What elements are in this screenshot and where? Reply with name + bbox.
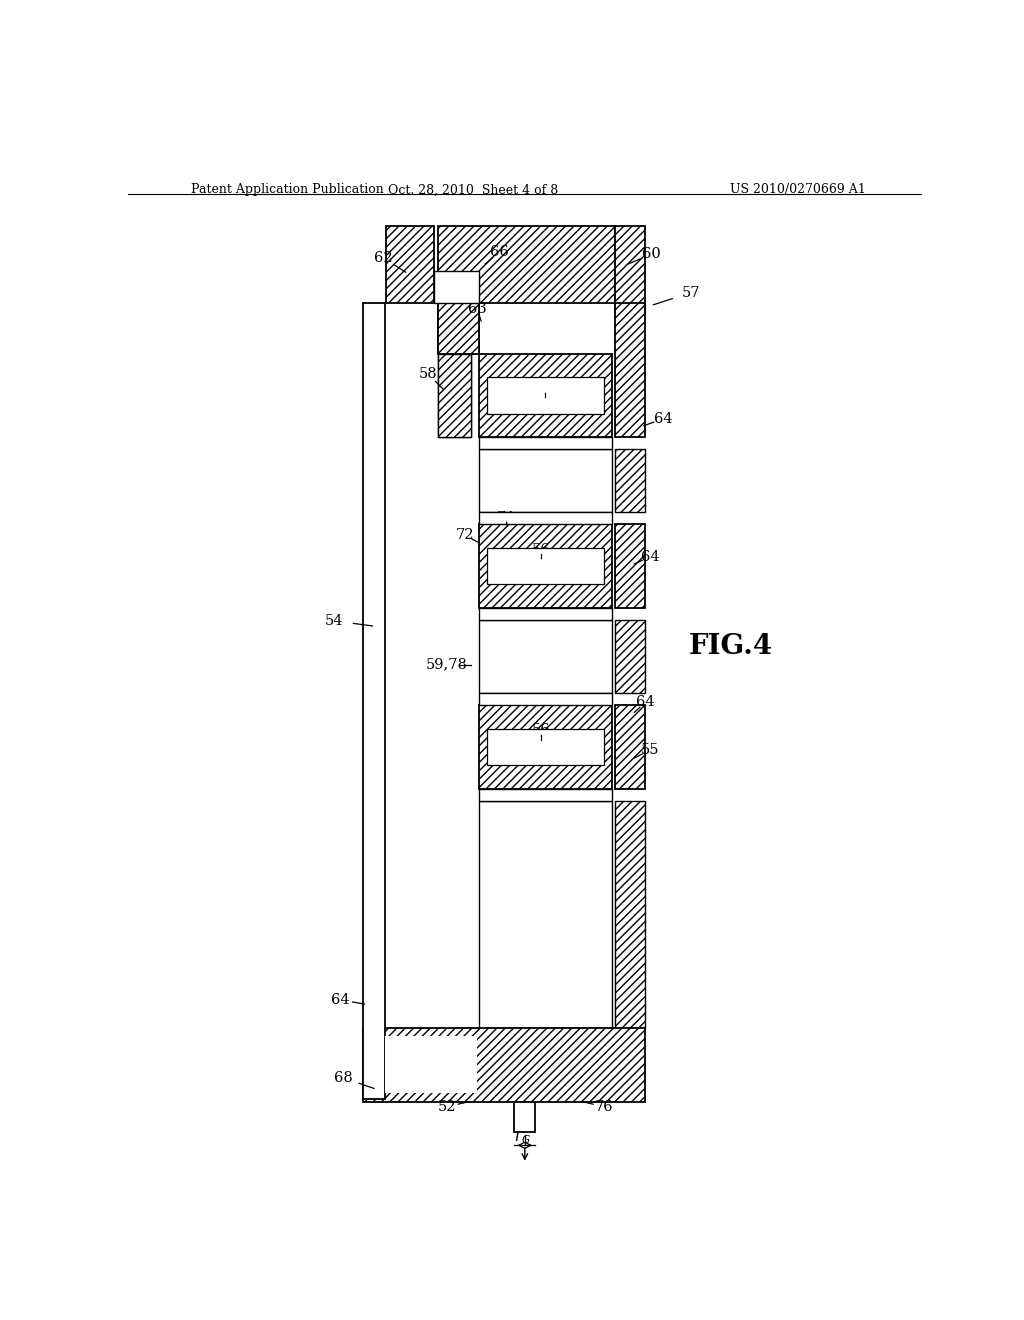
Text: 64: 64 xyxy=(636,696,654,709)
Text: 76: 76 xyxy=(595,1100,613,1114)
Bar xyxy=(437,354,471,437)
Text: 59,78: 59,78 xyxy=(426,657,468,672)
Text: 54: 54 xyxy=(325,614,344,628)
Text: 64: 64 xyxy=(641,550,659,564)
Text: 60: 60 xyxy=(642,247,662,261)
Text: US 2010/0270669 A1: US 2010/0270669 A1 xyxy=(730,183,866,197)
Bar xyxy=(362,1028,645,1102)
Bar xyxy=(479,524,612,607)
Text: 72: 72 xyxy=(456,528,474,543)
Text: 56: 56 xyxy=(531,722,550,737)
Bar xyxy=(615,524,645,607)
Text: 57: 57 xyxy=(682,285,700,300)
Bar xyxy=(362,302,385,1098)
Bar xyxy=(479,620,612,693)
Bar xyxy=(437,277,479,354)
Text: 68: 68 xyxy=(335,1072,353,1085)
Bar xyxy=(615,449,645,512)
Bar xyxy=(437,354,471,437)
Bar xyxy=(615,705,645,788)
Bar xyxy=(479,788,612,801)
Text: 64: 64 xyxy=(332,993,350,1007)
Bar xyxy=(385,1036,477,1093)
Bar xyxy=(615,801,645,1028)
Bar xyxy=(437,277,479,354)
Bar xyxy=(479,512,612,524)
Text: Patent Application Publication: Patent Application Publication xyxy=(191,183,384,197)
Bar xyxy=(486,378,604,413)
Bar xyxy=(479,354,612,437)
Text: 52: 52 xyxy=(438,1100,457,1114)
Text: 74: 74 xyxy=(497,511,515,525)
Text: FIG.4: FIG.4 xyxy=(689,632,773,660)
Bar xyxy=(479,693,612,705)
Text: 58: 58 xyxy=(419,367,437,381)
Bar xyxy=(479,607,612,620)
Text: 56: 56 xyxy=(531,543,550,557)
Bar xyxy=(437,227,615,302)
Text: 56: 56 xyxy=(536,381,554,396)
Bar xyxy=(615,227,645,313)
Text: 64: 64 xyxy=(654,412,673,425)
Bar xyxy=(486,729,604,766)
Bar xyxy=(386,227,433,302)
Bar xyxy=(479,449,612,512)
Bar xyxy=(514,1102,536,1133)
Text: 62: 62 xyxy=(374,251,393,265)
Text: 66: 66 xyxy=(490,246,509,259)
Bar xyxy=(479,801,612,1028)
Bar xyxy=(479,705,612,788)
Text: $T_G$: $T_G$ xyxy=(512,1127,531,1146)
Bar xyxy=(615,302,645,437)
Bar xyxy=(615,620,645,693)
Bar xyxy=(486,548,604,585)
Bar xyxy=(433,271,479,302)
Text: 63: 63 xyxy=(468,302,486,315)
Bar xyxy=(479,437,612,449)
Text: 55: 55 xyxy=(641,743,659,756)
Text: Oct. 28, 2010  Sheet 4 of 8: Oct. 28, 2010 Sheet 4 of 8 xyxy=(388,183,558,197)
